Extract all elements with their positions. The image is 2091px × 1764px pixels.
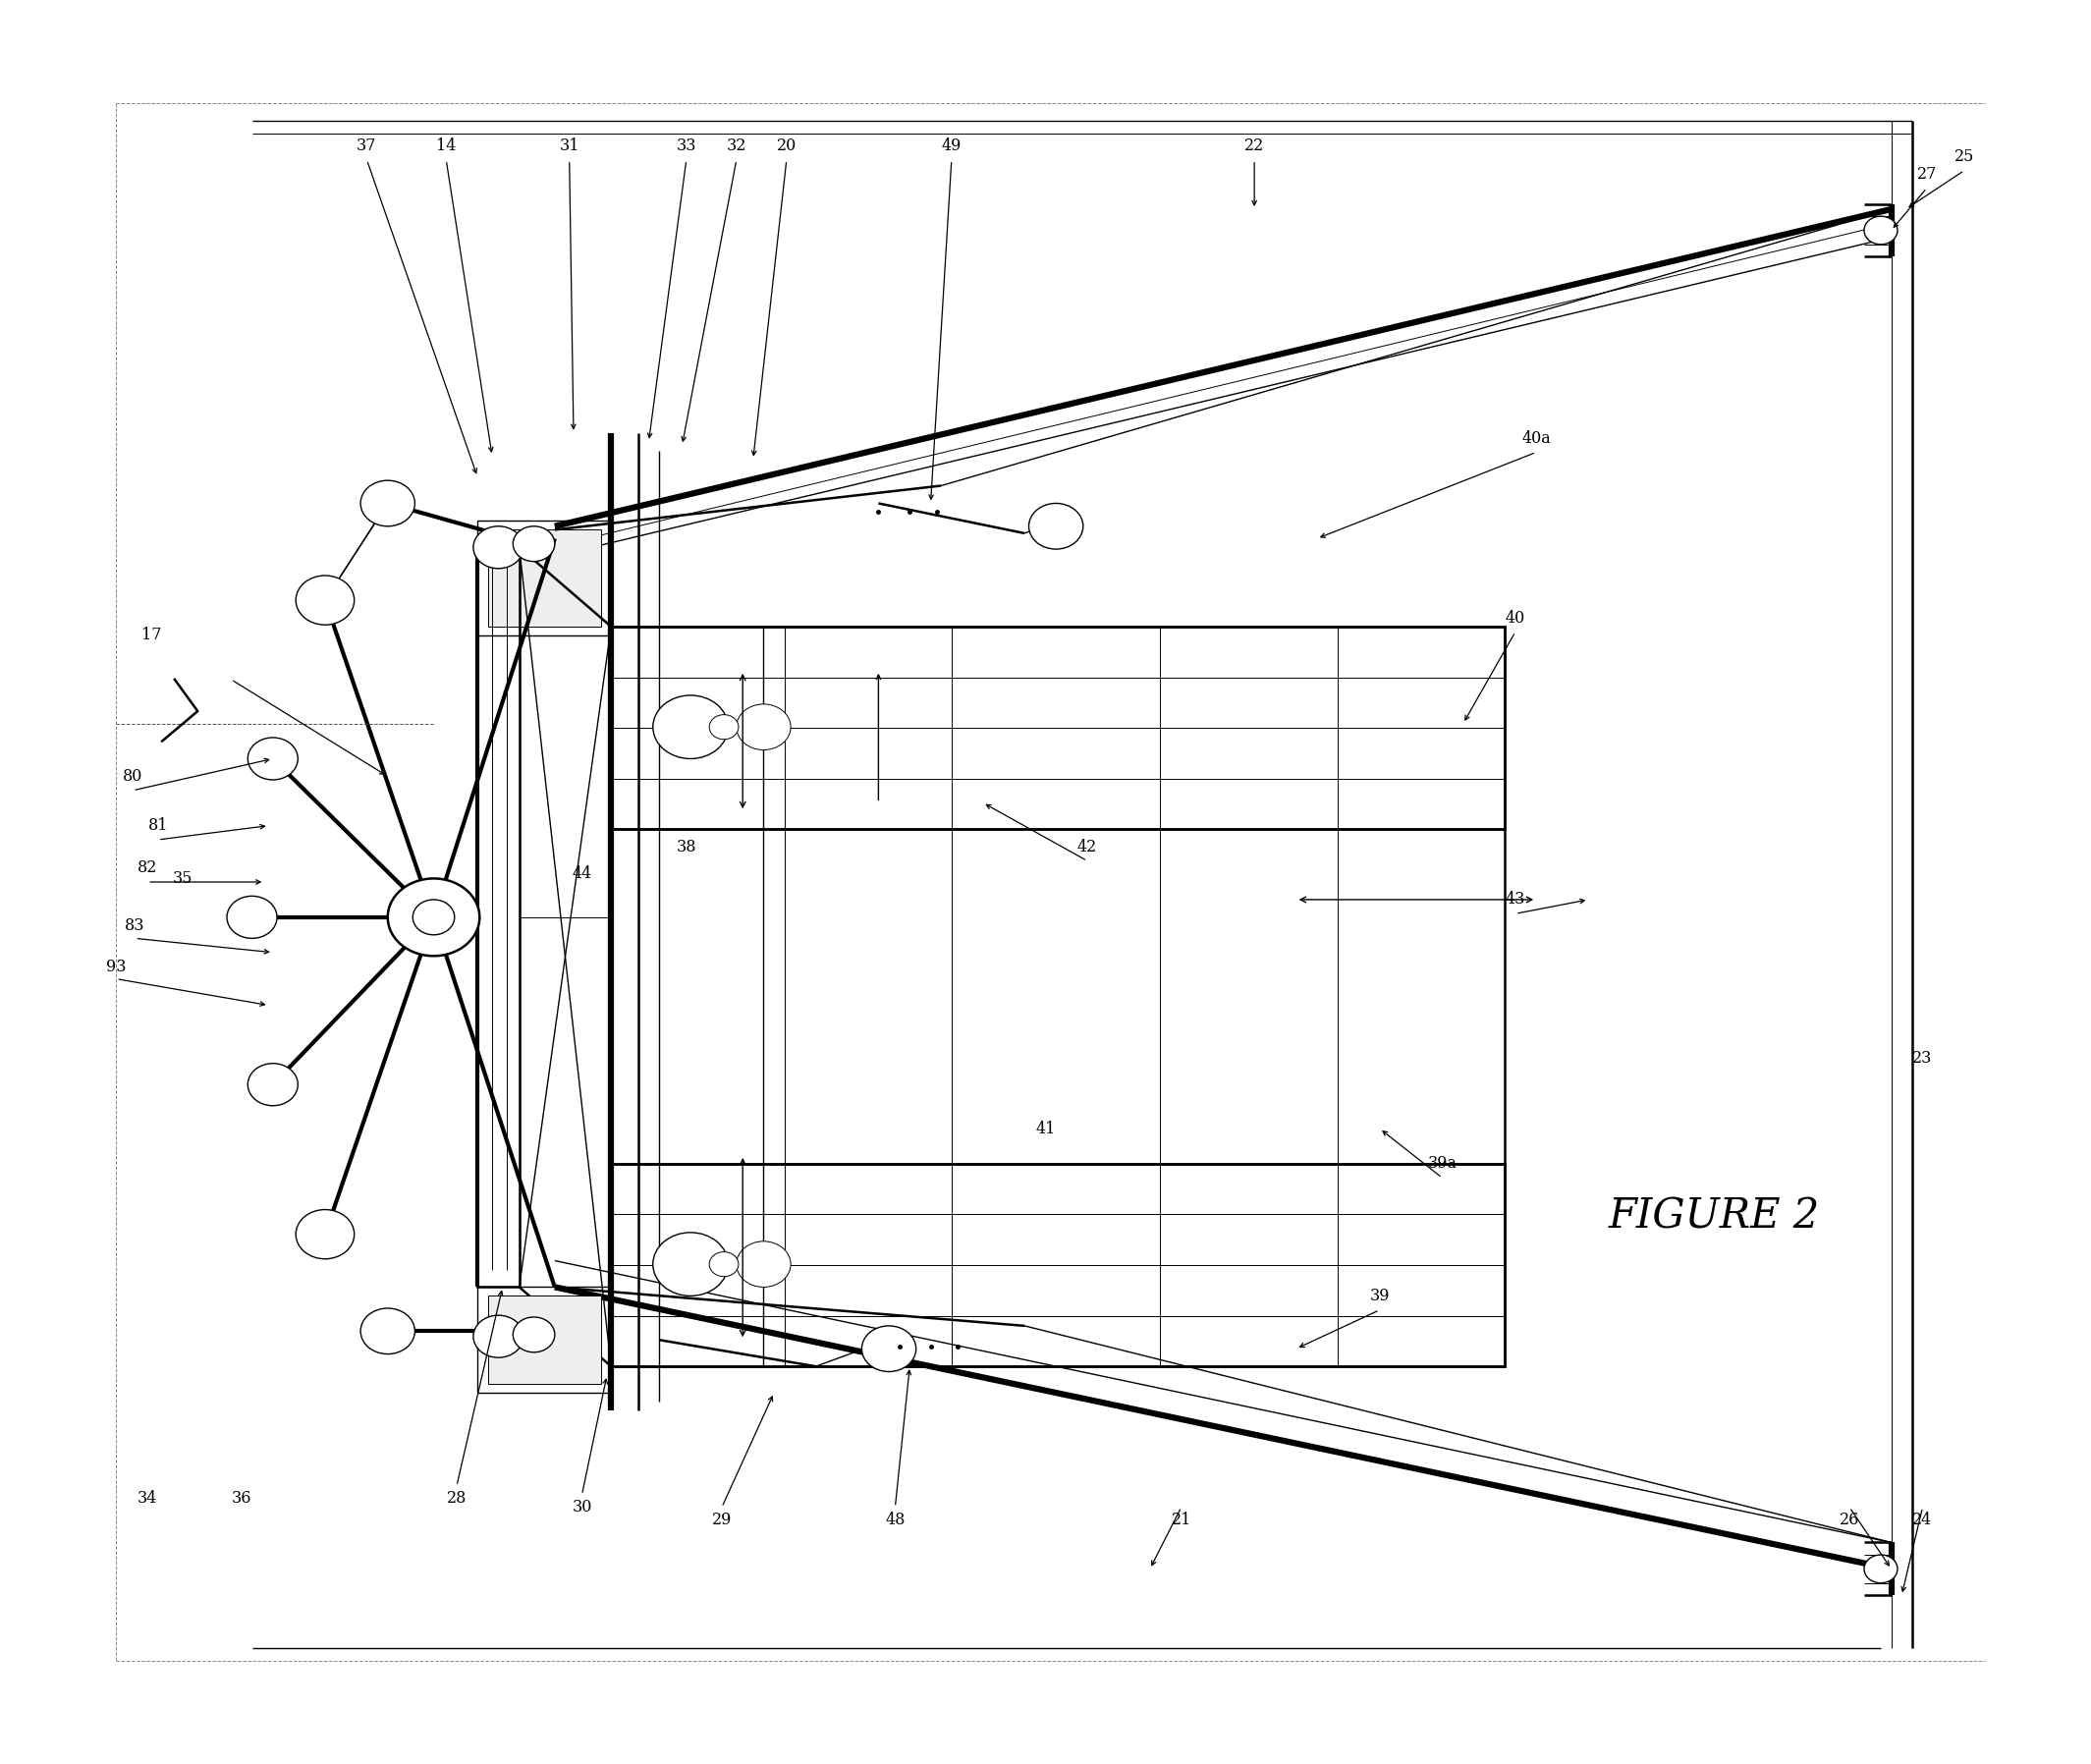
Text: 41: 41 bbox=[1035, 1120, 1056, 1138]
Circle shape bbox=[736, 1242, 790, 1288]
Bar bbox=[487, 529, 600, 626]
Circle shape bbox=[473, 526, 523, 568]
Circle shape bbox=[1863, 1554, 1897, 1582]
Text: 28: 28 bbox=[447, 1491, 466, 1506]
Text: 31: 31 bbox=[558, 138, 579, 153]
Text: 30: 30 bbox=[573, 1499, 592, 1515]
Text: 40a: 40a bbox=[1522, 430, 1552, 446]
Text: FIGURE 2: FIGURE 2 bbox=[1608, 1196, 1819, 1237]
Text: 39a: 39a bbox=[1428, 1155, 1457, 1171]
Circle shape bbox=[861, 1327, 916, 1372]
Text: 25: 25 bbox=[1955, 148, 1974, 164]
Text: 82: 82 bbox=[138, 859, 157, 877]
Text: 80: 80 bbox=[123, 767, 142, 785]
Text: 23: 23 bbox=[1913, 1050, 1932, 1067]
Circle shape bbox=[1029, 503, 1083, 549]
Circle shape bbox=[473, 1316, 523, 1358]
Text: 32: 32 bbox=[726, 138, 746, 153]
Circle shape bbox=[736, 704, 790, 750]
Text: 20: 20 bbox=[776, 138, 797, 153]
Bar bbox=[611, 1164, 1506, 1367]
Text: 39: 39 bbox=[1370, 1288, 1391, 1304]
Circle shape bbox=[652, 695, 728, 759]
Circle shape bbox=[360, 1309, 414, 1355]
Text: 22: 22 bbox=[1244, 138, 1265, 153]
Circle shape bbox=[512, 526, 554, 561]
Bar bbox=[611, 626, 1506, 829]
Text: 81: 81 bbox=[148, 817, 167, 834]
Text: 36: 36 bbox=[232, 1491, 251, 1506]
Text: 42: 42 bbox=[1077, 838, 1098, 856]
Bar bbox=[611, 626, 1506, 1367]
Text: 34: 34 bbox=[138, 1491, 157, 1506]
Text: 21: 21 bbox=[1171, 1512, 1192, 1528]
Circle shape bbox=[360, 480, 414, 526]
Text: 17: 17 bbox=[142, 626, 161, 644]
Text: 37: 37 bbox=[358, 138, 376, 153]
Text: 40: 40 bbox=[1506, 609, 1524, 626]
Text: 49: 49 bbox=[941, 138, 962, 153]
Text: 93: 93 bbox=[107, 958, 125, 975]
Bar bbox=[477, 520, 611, 635]
Circle shape bbox=[247, 737, 297, 780]
Text: 43: 43 bbox=[1506, 891, 1524, 908]
Text: 44: 44 bbox=[573, 864, 592, 882]
Text: 14: 14 bbox=[437, 138, 456, 153]
Circle shape bbox=[295, 575, 353, 624]
Circle shape bbox=[709, 714, 738, 739]
Bar bbox=[487, 1297, 600, 1385]
Circle shape bbox=[652, 1233, 728, 1297]
Circle shape bbox=[247, 1064, 297, 1106]
Text: 29: 29 bbox=[711, 1512, 732, 1528]
Text: 24: 24 bbox=[1913, 1512, 1932, 1528]
Circle shape bbox=[295, 1210, 353, 1259]
Circle shape bbox=[228, 896, 276, 938]
Bar bbox=[477, 547, 519, 1288]
Text: 83: 83 bbox=[125, 917, 144, 935]
Text: 38: 38 bbox=[675, 838, 696, 856]
Text: 26: 26 bbox=[1840, 1512, 1859, 1528]
Circle shape bbox=[709, 1252, 738, 1277]
Circle shape bbox=[387, 878, 479, 956]
Text: 35: 35 bbox=[174, 870, 192, 887]
Bar bbox=[477, 1288, 611, 1394]
Text: 33: 33 bbox=[675, 138, 696, 153]
Circle shape bbox=[412, 900, 454, 935]
Circle shape bbox=[1863, 217, 1897, 245]
Circle shape bbox=[512, 1318, 554, 1353]
Text: 48: 48 bbox=[884, 1512, 905, 1528]
Text: 27: 27 bbox=[1917, 166, 1936, 182]
